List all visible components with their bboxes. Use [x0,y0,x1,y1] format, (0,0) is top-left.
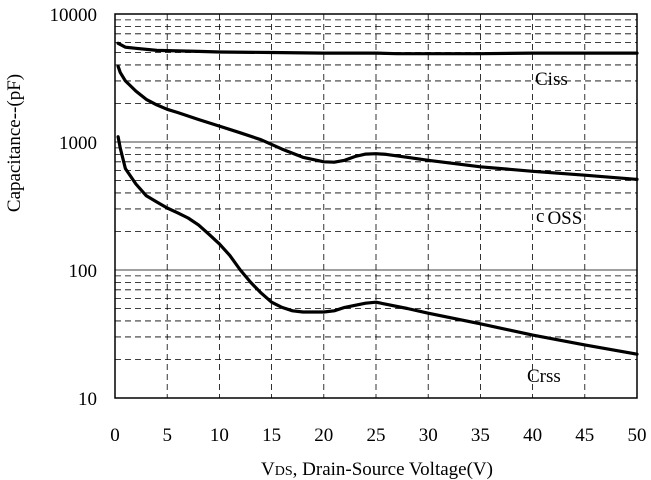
minor-gridlines [115,14,637,398]
y-tick-label: 100 [69,261,98,282]
series-line-ciss [116,41,639,56]
x-tick-label: 30 [419,425,438,446]
series-layer [116,41,639,356]
x-tick-labels: 0 5 10 15 20 25 30 35 40 45 50 [110,425,646,446]
x-axis-label-prefix: V [261,459,275,480]
x-axis-label-subscript: DS [275,464,293,479]
x-tick-label: 0 [110,425,120,446]
series-label-crss: Crss [527,366,561,387]
series-label-coss-sub: OSS [547,208,582,229]
series-label-crss-text: Crss [527,366,561,387]
x-tick-label: 5 [162,425,172,446]
x-axis-label: VDS, Drain-Source Voltage(V) [261,459,493,480]
series-label-coss: c OSS [536,206,582,229]
series-label-coss-main: c [536,206,544,227]
y-axis-label: Capacitance--(pF) [4,74,25,212]
series-line-crss [116,135,639,356]
series-line-coss [116,64,639,181]
x-tick-label: 35 [471,425,490,446]
x-axis-label-rest: , Drain-Source Voltage(V) [293,459,493,480]
x-tick-label: 15 [262,425,281,446]
major-gridlines [115,141,637,271]
x-tick-label: 45 [575,425,594,446]
x-tick-label: 20 [314,425,333,446]
x-tick-label: 40 [523,425,542,446]
x-tick-label: 25 [367,425,386,446]
y-tick-label: 10000 [50,5,98,26]
x-tick-label: 10 [210,425,229,446]
y-tick-labels: 10 100 1000 10000 [50,5,98,410]
y-tick-label: 10 [78,389,97,410]
y-tick-label: 1000 [59,133,97,154]
plot-frame [114,13,638,399]
x-tick-label: 50 [628,425,647,446]
series-label-ciss: Ciss [535,69,568,90]
series-label-ciss-text: Ciss [535,69,568,90]
